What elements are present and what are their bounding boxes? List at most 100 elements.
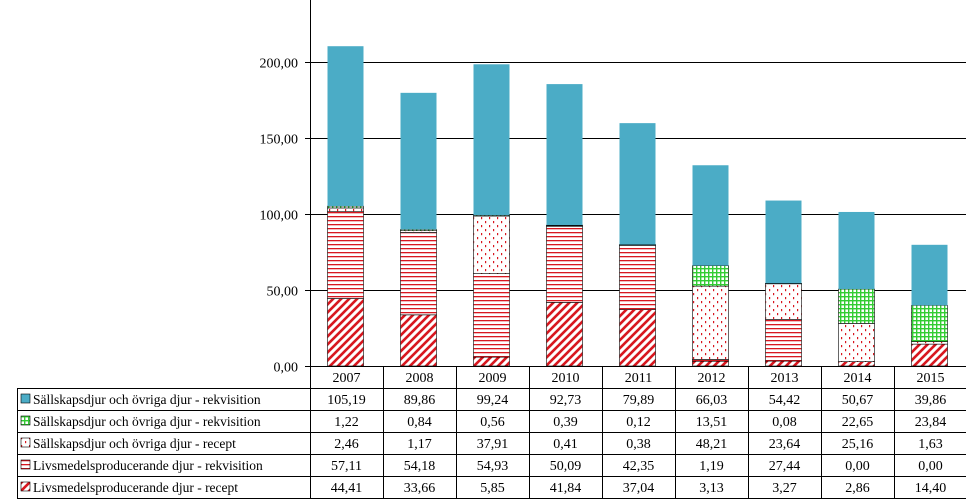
x-tick-label: 2012 (698, 371, 726, 386)
y-tick-label: 50,00 (267, 285, 299, 300)
data-label: 89,86 (404, 393, 436, 408)
data-label: 2,46 (334, 437, 359, 452)
data-label: 1,17 (407, 437, 432, 452)
data-label: 14,40 (915, 481, 947, 496)
data-label: 44,41 (331, 481, 363, 496)
x-tick-label: 2013 (771, 371, 799, 386)
bar-segment (838, 288, 875, 324)
data-label: 22,65 (842, 415, 874, 430)
legend-swatch (20, 459, 31, 470)
data-label: 0,84 (407, 415, 432, 430)
data-label: 54,93 (477, 459, 509, 474)
bar-segment (765, 360, 802, 367)
bar-segment (619, 309, 656, 367)
bar-segment (911, 343, 948, 367)
bar-segment (327, 46, 364, 207)
data-label: 0,41 (553, 437, 578, 452)
bar-segment (911, 305, 948, 342)
bar-segment (911, 244, 948, 306)
data-label: 0,00 (845, 459, 870, 474)
bar-segment (765, 283, 802, 320)
data-label: 99,24 (477, 393, 509, 408)
bar-segment (546, 84, 583, 226)
bar-segment (400, 229, 437, 232)
data-label: 92,73 (550, 393, 582, 408)
data-label: 0,12 (626, 415, 651, 430)
bar-segment (400, 314, 437, 367)
x-tick-label: 2015 (917, 371, 945, 386)
x-tick-label: 2007 (333, 371, 361, 386)
bar-segment (473, 214, 510, 217)
legend-swatch (20, 393, 31, 404)
data-label: 1,19 (699, 459, 724, 474)
bar-segment (765, 200, 802, 284)
data-label: 39,86 (915, 393, 947, 408)
data-label: 23,84 (915, 415, 947, 430)
bar-segment (619, 245, 656, 310)
data-label: 25,16 (842, 437, 874, 452)
data-label: 0,56 (480, 415, 505, 430)
data-label: 105,19 (327, 393, 366, 408)
data-label: 1,22 (334, 415, 359, 430)
data-label: 5,85 (480, 481, 505, 496)
data-label: 79,89 (623, 393, 655, 408)
x-tick-label: 2008 (406, 371, 434, 386)
data-label: 23,64 (769, 437, 801, 452)
data-label: 33,66 (404, 481, 436, 496)
bar-segment (546, 224, 583, 226)
legend-label: Sällskapsdjur och övriga djur - rekvisit… (33, 392, 261, 407)
bar-segment (327, 205, 364, 209)
bar-segment (473, 215, 510, 274)
data-label: 50,09 (550, 459, 582, 474)
data-table: 2007 2008 2009 2010 2011 2012 2013 2014 2015 Säll… (17, 366, 966, 499)
data-label: 3,13 (699, 481, 724, 496)
legend-swatch (20, 415, 31, 426)
data-label: 41,84 (550, 481, 582, 496)
y-tick-label: 150,00 (260, 133, 299, 148)
data-label: 54,18 (404, 459, 436, 474)
bar-segment (692, 165, 729, 266)
data-label: 27,44 (769, 459, 801, 474)
bar-segment (619, 244, 656, 246)
bar-segment (692, 285, 729, 360)
data-label: 54,42 (769, 393, 801, 408)
data-label: 57,11 (331, 459, 362, 474)
x-tick-label: 2010 (552, 371, 580, 386)
x-tick-label: 2009 (479, 371, 507, 386)
data-label: 3,27 (772, 481, 797, 496)
bar-segment (400, 232, 437, 316)
data-label: 13,51 (696, 415, 728, 430)
data-label: 1,63 (918, 437, 943, 452)
y-tick-label: 0,00 (274, 361, 299, 376)
bar-segment (546, 302, 583, 367)
bar-segment (327, 298, 364, 367)
data-label: 2,86 (845, 481, 870, 496)
data-label: 37,91 (477, 437, 509, 452)
x-tick-label: 2014 (844, 371, 872, 386)
data-label: 42,35 (623, 459, 655, 474)
x-tick-label: 2011 (625, 371, 652, 386)
bar-segment (765, 319, 802, 362)
data-label: 48,21 (696, 437, 728, 452)
bar-segment (327, 207, 364, 212)
legend-swatch (20, 481, 31, 492)
data-label: 66,03 (696, 393, 728, 408)
data-label: 50,67 (842, 393, 874, 408)
legend-label: Sällskapsdjur och övriga djur - rekvisit… (33, 414, 261, 429)
y-axis: 0,00 50,00 100,00 150,00 200,00 (260, 0, 966, 376)
data-label: 0,08 (772, 415, 797, 430)
bar-segment (473, 356, 510, 367)
data-label: 0,38 (626, 437, 651, 452)
bars (327, 46, 948, 367)
bar-segment (838, 323, 875, 362)
bar-segment (765, 282, 802, 285)
bar-segment (911, 341, 948, 345)
bar-segment (546, 225, 583, 303)
bar-segment (619, 123, 656, 245)
bar-segment (838, 211, 875, 289)
legend-label: Livsmedelsproducerande djur - rekvisitio… (33, 458, 263, 473)
legend-swatch (20, 437, 31, 448)
y-tick-label: 100,00 (260, 209, 299, 224)
bar-segment (838, 361, 875, 367)
